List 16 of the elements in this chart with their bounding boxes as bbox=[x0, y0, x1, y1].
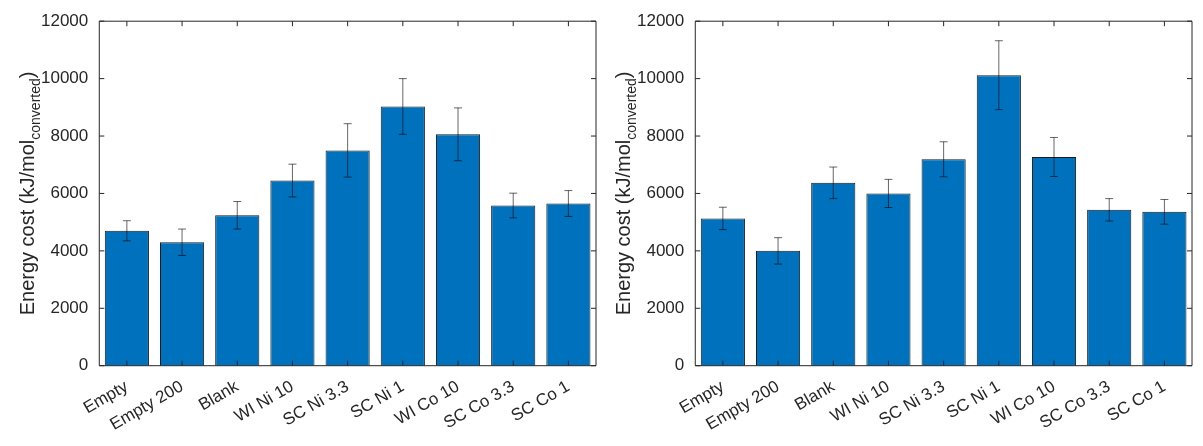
y-tick-label: 12000 bbox=[636, 10, 685, 30]
y-tick-label: 12000 bbox=[40, 10, 89, 30]
y-tick-label: 4000 bbox=[646, 240, 685, 260]
y-axis-title: Energy cost (kJ/molconverted) bbox=[612, 71, 639, 316]
y-axis-title: Energy cost (kJ/molconverted) bbox=[16, 71, 43, 316]
y-tick-label: 4000 bbox=[50, 240, 89, 260]
y-tick-label: 8000 bbox=[646, 125, 685, 145]
y-tick-label: 2000 bbox=[646, 297, 685, 317]
y-tick-label: 2000 bbox=[50, 297, 89, 317]
y-tick-label: 10000 bbox=[636, 68, 685, 88]
y-tick-label: 0 bbox=[78, 355, 89, 375]
y-tick-label: 10000 bbox=[40, 68, 89, 88]
y-tick-label: 0 bbox=[674, 355, 685, 375]
y-tick-label: 8000 bbox=[50, 125, 89, 145]
y-tick-label: 6000 bbox=[50, 183, 89, 203]
y-tick-label: 6000 bbox=[646, 183, 685, 203]
